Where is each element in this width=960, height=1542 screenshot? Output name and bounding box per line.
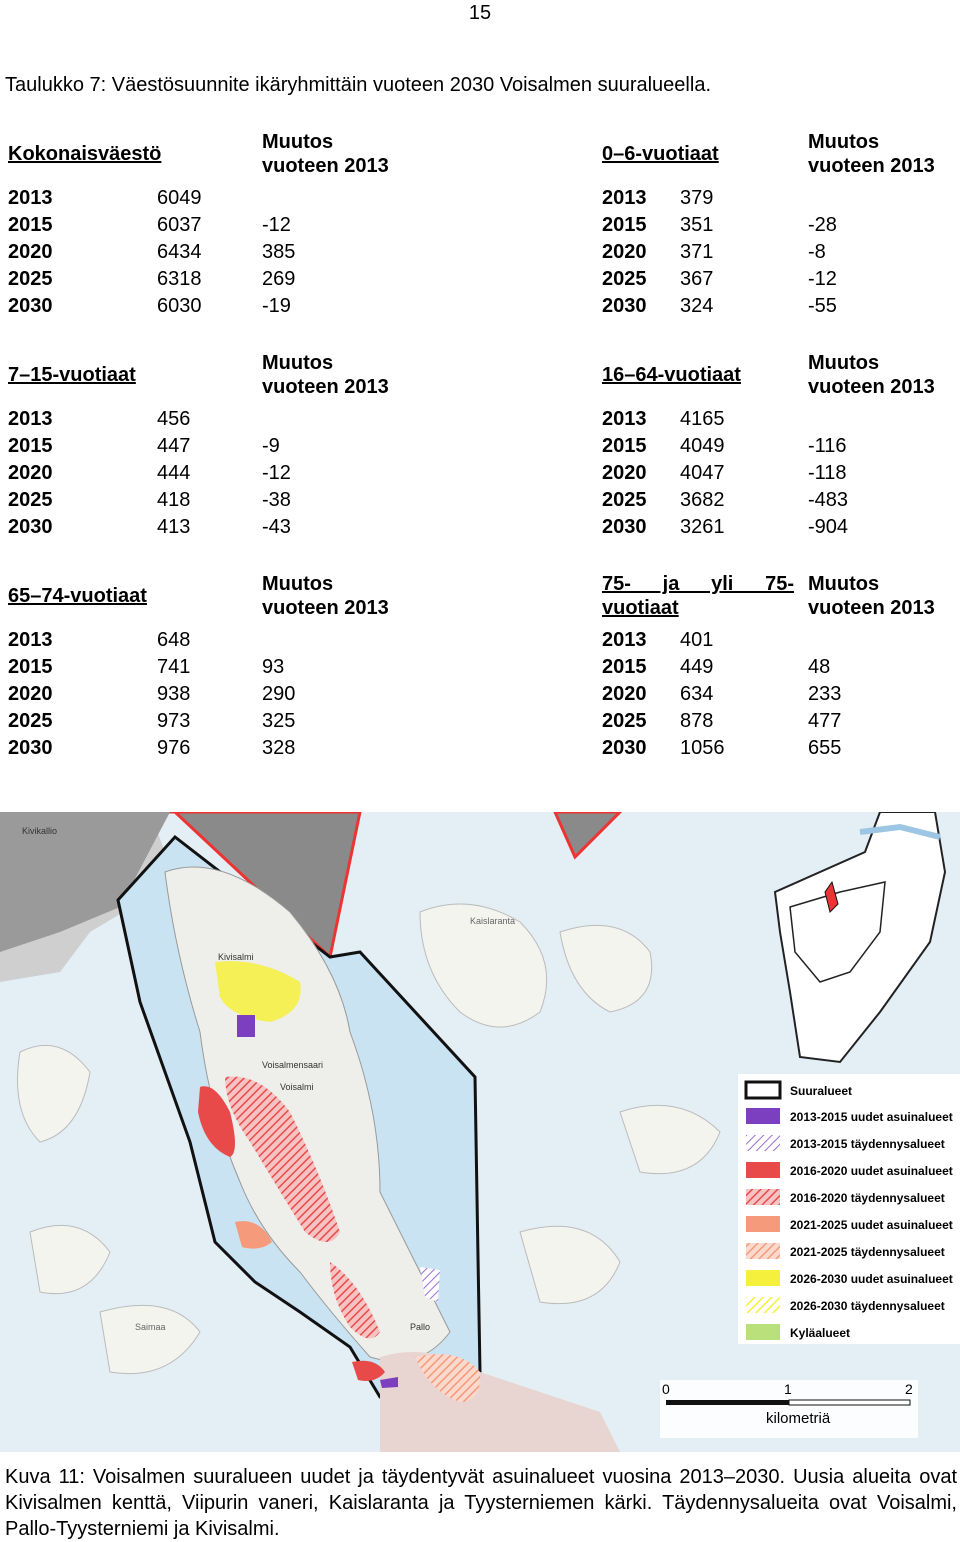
legend-swatch [746,1270,780,1286]
map-image: Kivisalmi Voisalmensaari Voisalmi Pallo … [0,810,960,1452]
legend-swatch [746,1324,780,1340]
island [519,1225,621,1305]
area-2013-2015-new [380,1377,398,1388]
table-block-3: 65–74-vuotiaat Muutos vuoteen 2013 2013 6… [8,573,935,759]
neighbour-area [552,810,624,860]
change-header: Muutos vuoteen 2013 [808,131,935,177]
table-title: 65–74-vuotiaat [8,585,147,607]
table-block-2: 7–15-vuotiaat Muutos vuoteen 2013 2013 45… [8,352,935,538]
place-label: Voisalmensaari [262,1060,323,1070]
legend-label: 2013-2015 uudet asuinalueet [790,1110,953,1124]
legend-label: 2016-2020 täydennysalueet [790,1191,945,1205]
scale-tick: 0 [662,1381,670,1397]
table-title: Kokonaisväestö [8,143,162,165]
change-header: Muutos vuoteen 2013 [808,352,935,398]
place-label: Kivikallio [22,826,57,836]
legend-label: 2026-2030 täydennysalueet [790,1299,945,1313]
figure-caption: Kuva 11: Voisalmen suuralueen uudet ja t… [5,1466,957,1540]
place-label: Voisalmi [280,1082,314,1092]
legend-label: Kyläalueet [790,1326,850,1340]
legend-label: 2021-2025 täydennysalueet [790,1245,945,1259]
table-title: 7–15-vuotiaat [8,364,136,386]
island [619,1104,721,1175]
area-2016-2020-infill [330,1262,380,1339]
area-2016-2020-new [198,1086,235,1157]
island [419,903,548,1028]
place-label: Kivisalmi [218,952,254,962]
area-2013-2015-new [237,1015,255,1037]
area-2026-2030-new [215,961,301,1022]
table-title: 16–64-vuotiaat [602,364,741,386]
legend-swatch [746,1162,780,1178]
table-title: 75- ja yli 75- vuotiaat [602,573,794,619]
scale-bar: 0 1 2 kilometriä [660,1380,918,1438]
place-label: Kaislaranta [470,916,515,926]
place-label: Pallo [410,1322,430,1332]
scale-tick: 2 [905,1381,913,1397]
island [29,1224,111,1295]
area-2013-2015-infill [420,1267,440,1302]
change-header: Muutos vuoteen 2013 [262,573,389,619]
place-label: Saimaa [135,1322,166,1332]
island [17,1044,91,1143]
table-block-1: Kokonaisväestö Muutos vuoteen 2013 2013 6… [8,131,935,317]
overview-inset-map [773,811,947,1064]
legend-swatch [746,1297,780,1313]
legend-label: 2026-2030 uudet asuinalueet [790,1272,953,1286]
area-2021-2025-new [235,1221,272,1249]
area-2021-2025-infill [415,1354,481,1402]
legend-label: 2013-2015 täydennysalueet [790,1137,945,1151]
scale-tick: 1 [784,1381,792,1397]
change-header: Muutos vuoteen 2013 [262,131,389,177]
legend-swatch [746,1189,780,1205]
legend-swatch [746,1108,780,1124]
table-caption: Taulukko 7: Väestösuunnite ikäryhmittäin… [5,74,711,96]
legend-swatch [746,1216,780,1232]
island [99,1304,201,1375]
suuralue-map: Kivisalmi Voisalmensaari Voisalmi Pallo … [0,810,960,1452]
map-legend: Suuralueet 2013-2015 uudet asuinalueet 2… [738,1074,960,1344]
legend-label: Suuralueet [790,1084,852,1098]
change-header: Muutos vuoteen 2013 [262,352,389,398]
page-number: 15 [468,2,492,24]
table-title: 0–6-vuotiaat [602,143,719,165]
legend-swatch [744,1080,782,1100]
change-header: Muutos vuoteen 2013 [808,573,935,619]
scale-unit: kilometriä [766,1410,831,1427]
legend-label: 2021-2025 uudet asuinalueet [790,1218,953,1232]
area-2016-2020-infill [225,1076,340,1242]
legend-label: 2016-2020 uudet asuinalueet [790,1164,953,1178]
legend-swatch [746,1135,780,1151]
area-2016-2020-new [352,1360,385,1381]
neighbour-area [0,812,170,952]
legend-swatch [746,1243,780,1259]
island [559,924,653,1013]
